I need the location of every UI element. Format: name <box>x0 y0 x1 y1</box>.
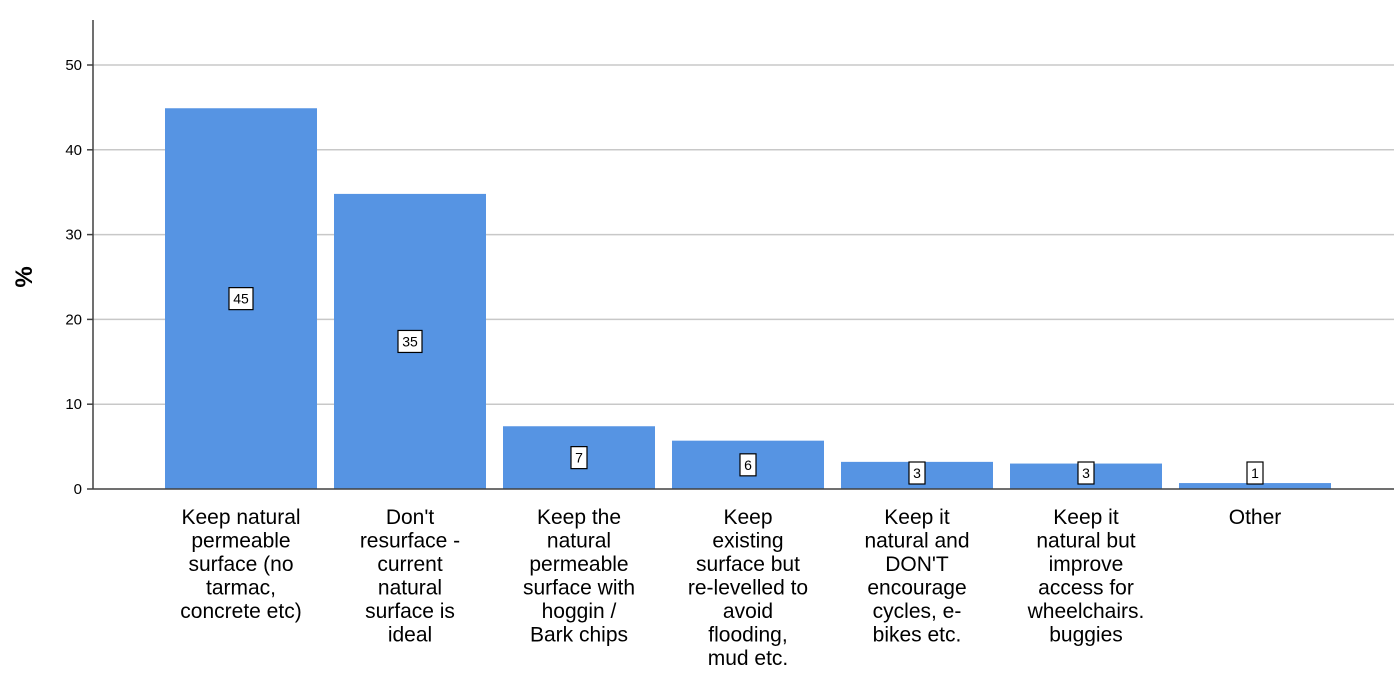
x-tick-label-line: flooding, <box>708 624 787 647</box>
x-tick-label-line: hoggin / <box>542 600 617 623</box>
data-label-2: 35 <box>397 329 423 354</box>
x-tick-label-3: Keep the natural permeable surface with hogg… <box>523 506 635 647</box>
x-tick-label-line: current <box>377 553 443 576</box>
x-tick-label-line: Keep <box>723 506 772 529</box>
x-tick-label-line: improve <box>1049 553 1124 576</box>
x-tick-label-line: surface with <box>523 577 635 600</box>
data-label-text: 45 <box>233 291 249 307</box>
data-label-text: 7 <box>575 450 583 466</box>
x-tick-label-line: wheelchairs. <box>1027 600 1145 623</box>
data-label-text: 3 <box>1082 465 1090 481</box>
x-tick-label-line: Keep it <box>1053 506 1119 529</box>
y-tick-label-40: 40 <box>65 142 82 159</box>
data-label-1: 45 <box>228 287 254 311</box>
data-label-text: 3 <box>913 465 921 481</box>
data-label-box <box>739 453 757 477</box>
x-tick-label-line: existing <box>712 530 783 553</box>
data-label-box <box>908 461 926 485</box>
y-tick-label-50: 50 <box>65 57 82 74</box>
x-tick-label-1: Keep natural permeable surface (no tarmac, c… <box>180 506 301 623</box>
x-tick-label-line: DON'T <box>885 553 949 576</box>
data-label-box <box>228 287 254 311</box>
x-tick-label-line: avoid <box>723 600 773 623</box>
x-tick-label-line: Keep it <box>884 506 950 529</box>
y-tick-label-0: 0 <box>74 481 82 498</box>
x-tick-label-4: Keep existing surface but re-levelled to avo… <box>688 506 808 670</box>
x-tick-label-line: ideal <box>388 624 432 647</box>
x-tick-label-7: Other <box>1229 506 1282 529</box>
y-tick-label-30: 30 <box>65 227 82 244</box>
data-label-text: 35 <box>402 333 418 349</box>
x-tick-label-line: buggies <box>1049 624 1123 647</box>
x-tick-label-line: natural but <box>1036 530 1135 553</box>
y-tick-label-20: 20 <box>65 311 82 328</box>
x-tick-label-line: re-levelled to <box>688 577 808 600</box>
x-tick-label-line: surface but <box>696 553 800 576</box>
x-tick-label-line: encourage <box>867 577 966 600</box>
data-label-box <box>1246 461 1264 485</box>
x-tick-label-line: Don't <box>386 506 435 529</box>
x-tick-label-6: Keep it natural but improve access for wheel… <box>1027 506 1145 647</box>
x-tick-label-line: concrete etc) <box>180 600 301 623</box>
x-tick-label-line: bikes etc. <box>873 624 962 647</box>
x-tick-label-line: permeable <box>191 530 290 553</box>
x-tick-label-line: Bark chips <box>530 624 628 647</box>
x-tick-label-line: natural and <box>864 530 969 553</box>
x-tick-label-line: Keep the <box>537 506 621 529</box>
x-tick-label-line: resurface - <box>360 530 460 553</box>
x-tick-label-line: Other <box>1229 506 1282 529</box>
y-axis-label: % <box>11 266 38 287</box>
data-label-box <box>1077 461 1095 485</box>
x-tick-label-line: access for <box>1038 577 1134 600</box>
x-tick-label-line: mud etc. <box>708 647 789 670</box>
y-tick-label-10: 10 <box>65 396 82 413</box>
data-label-7: 1 <box>1246 461 1264 485</box>
x-tick-label-2: Don't resurface -current natural surface is… <box>360 506 460 647</box>
x-tick-label-line: natural <box>547 530 611 553</box>
data-label-6: 3 <box>1077 461 1095 485</box>
x-tick-label-line: permeable <box>529 553 628 576</box>
x-tick-label-line: Keep natural <box>181 506 300 529</box>
data-label-5: 3 <box>908 461 926 485</box>
data-label-text: 1 <box>1251 465 1259 481</box>
x-tick-label-line: surface is <box>365 600 455 623</box>
bar-7 <box>1179 483 1331 489</box>
data-label-box <box>397 329 423 354</box>
data-label-3: 7 <box>570 446 588 470</box>
x-tick-label-line: tarmac, <box>206 577 276 600</box>
x-tick-label-5: Keep it natural and DON'T encourage cycles, … <box>864 506 969 647</box>
x-tick-label-line: cycles, e- <box>873 600 962 623</box>
data-label-box <box>570 446 588 470</box>
bars <box>165 108 1331 490</box>
data-label-4: 6 <box>739 453 757 477</box>
data-label-text: 6 <box>744 457 752 473</box>
x-tick-label-line: natural <box>378 577 442 600</box>
x-tick-label-line: surface (no <box>188 553 293 576</box>
